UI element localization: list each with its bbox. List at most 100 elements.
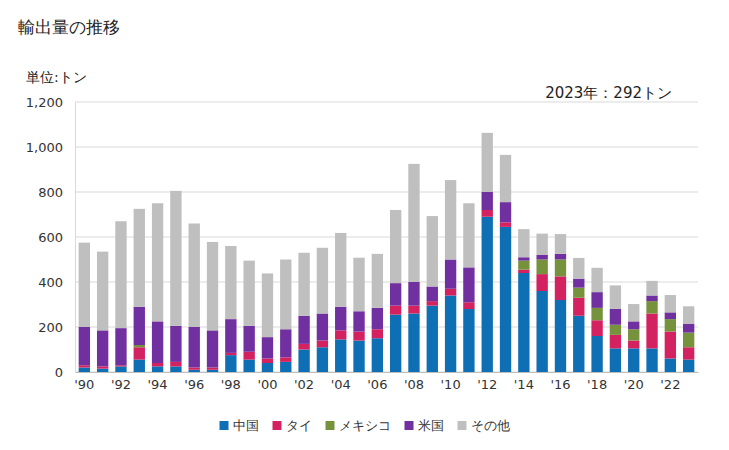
bar xyxy=(243,360,254,372)
bar xyxy=(445,260,456,289)
bar xyxy=(628,304,639,321)
y-tick-label: 600 xyxy=(38,230,63,245)
y-tick-label: 200 xyxy=(38,320,63,335)
bar xyxy=(335,330,346,339)
bar xyxy=(427,306,438,372)
bars xyxy=(79,133,695,372)
bar xyxy=(134,307,145,345)
bar xyxy=(573,298,584,316)
bar xyxy=(408,306,419,314)
bar xyxy=(298,253,309,316)
grid-line xyxy=(75,372,698,373)
bar xyxy=(353,332,364,341)
bar xyxy=(646,314,657,349)
legend-swatch xyxy=(326,421,335,430)
bar xyxy=(646,296,657,302)
x-tick: '12 xyxy=(477,372,497,392)
x-tick-label: '00 xyxy=(257,377,277,392)
bar xyxy=(189,370,200,372)
bar xyxy=(683,360,694,372)
y-tick: 200 xyxy=(38,320,75,335)
legend-item: 米国 xyxy=(405,418,444,433)
bar xyxy=(335,339,346,372)
bar xyxy=(317,314,328,341)
bar xyxy=(463,302,474,309)
bar xyxy=(591,308,602,320)
bar xyxy=(243,352,254,360)
x-tick: '06 xyxy=(367,372,387,392)
bar xyxy=(262,273,273,337)
bar xyxy=(646,348,657,372)
x-tick-label: '18 xyxy=(587,377,607,392)
bar xyxy=(646,281,657,296)
grid-line xyxy=(75,282,698,283)
bar xyxy=(298,350,309,373)
bar xyxy=(427,287,438,302)
bar xyxy=(390,283,401,306)
y-tick: 800 xyxy=(38,185,75,200)
bar xyxy=(536,234,547,255)
grid-line xyxy=(75,102,698,103)
bar xyxy=(683,324,694,333)
y-tick: 1,000 xyxy=(26,140,75,155)
bar xyxy=(463,203,474,267)
bar xyxy=(335,233,346,307)
bar xyxy=(518,273,529,372)
bar xyxy=(445,180,456,259)
x-tick: '98 xyxy=(221,372,241,392)
bar xyxy=(591,268,602,292)
x-tick: '02 xyxy=(294,372,314,392)
x-tick-label: '96 xyxy=(184,377,204,392)
bar xyxy=(628,321,639,329)
grid-line xyxy=(75,327,698,328)
bar xyxy=(408,314,419,373)
bar xyxy=(262,363,273,372)
y-axis: 02004006008001,0001,200 xyxy=(26,95,76,380)
bar xyxy=(317,248,328,314)
bar xyxy=(207,330,218,367)
bar xyxy=(353,258,364,312)
bar xyxy=(628,341,639,349)
bar xyxy=(115,365,126,366)
bar xyxy=(463,309,474,372)
x-tick-label: '90 xyxy=(74,377,94,392)
x-axis: '90'92'94'96'98'00'02'04'06'08'10'12'14'… xyxy=(74,372,698,392)
x-tick-label: '06 xyxy=(367,377,387,392)
y-tick-label: 400 xyxy=(38,275,63,290)
x-tick: '96 xyxy=(184,372,204,392)
bar xyxy=(665,312,676,319)
bar xyxy=(115,221,126,328)
x-tick: '18 xyxy=(587,372,607,392)
title: 輸出量の推移 xyxy=(18,17,120,37)
x-tick: '08 xyxy=(404,372,424,392)
legend-label: 中国 xyxy=(233,418,259,433)
bar xyxy=(152,366,163,372)
bar xyxy=(591,292,602,308)
legend-item: タイ xyxy=(273,418,312,433)
bar xyxy=(262,359,273,364)
bar xyxy=(79,327,90,365)
bar xyxy=(97,252,108,331)
x-tick: '20 xyxy=(624,372,644,392)
bar xyxy=(573,279,584,288)
x-tick: '14 xyxy=(514,372,534,392)
bar xyxy=(536,274,547,291)
bar xyxy=(628,348,639,372)
y-axis-line xyxy=(75,103,76,373)
y-tick: 0 xyxy=(55,365,75,380)
bar xyxy=(298,316,309,344)
grid-line xyxy=(75,147,698,148)
bar xyxy=(79,365,90,367)
bar xyxy=(152,203,163,321)
bar xyxy=(500,202,511,222)
bar xyxy=(115,328,126,365)
bar xyxy=(170,362,181,367)
bar xyxy=(243,261,254,326)
bar xyxy=(390,210,401,283)
bar xyxy=(555,300,566,372)
bar xyxy=(555,254,566,260)
bar xyxy=(555,260,566,277)
x-tick: '92 xyxy=(111,372,131,392)
bar xyxy=(79,243,90,327)
bar xyxy=(518,270,529,273)
